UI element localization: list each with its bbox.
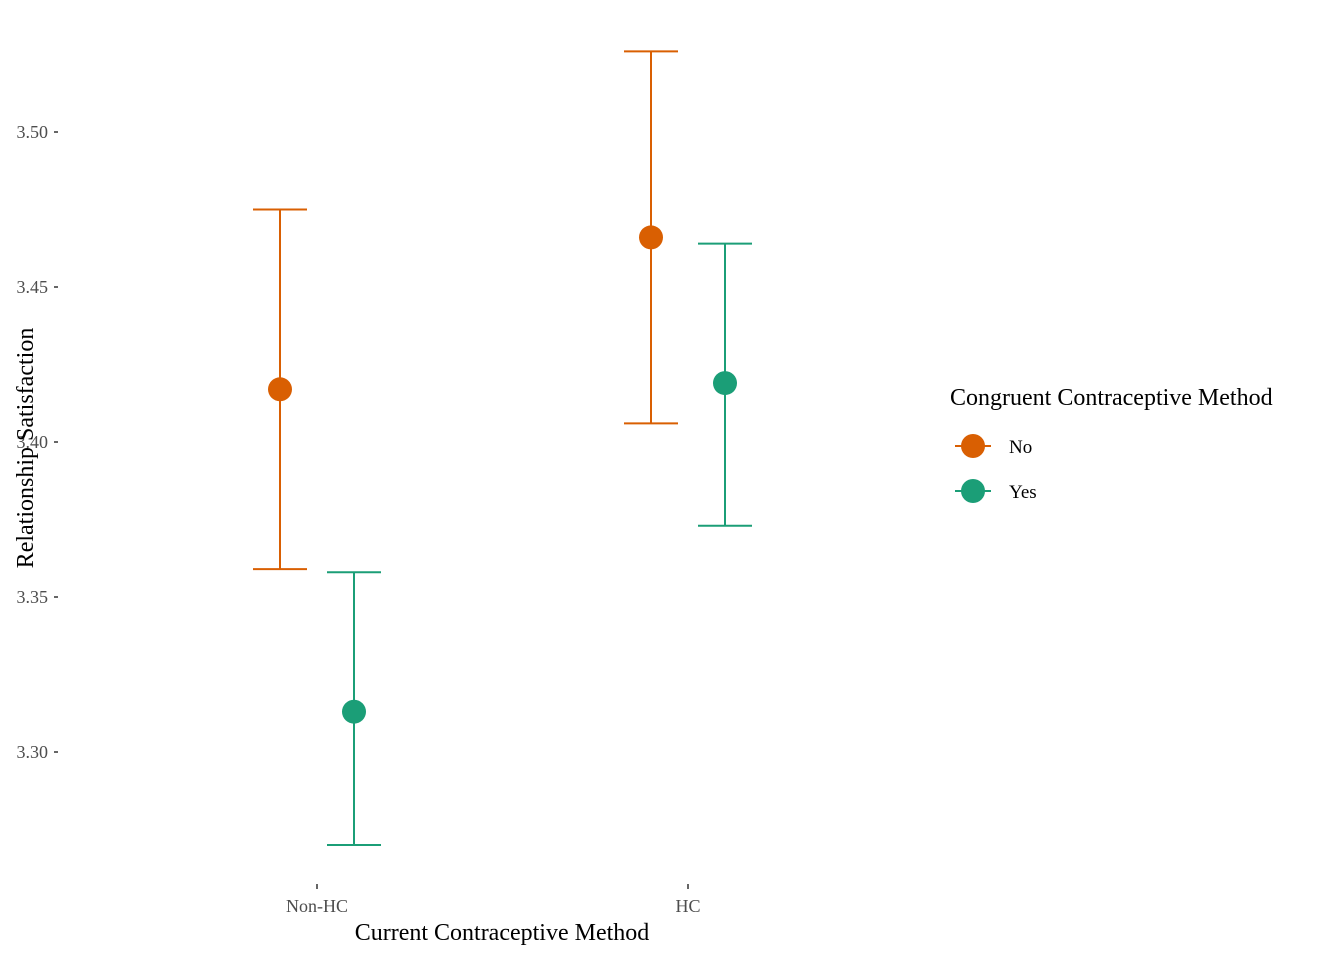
errorbar-yes-0 [327,571,381,846]
x-axis: Non-HC HC [286,884,701,916]
legend-label: Yes [1009,482,1037,503]
errorbar-yes-1 [698,242,752,527]
y-axis: 3.30 3.35 3.40 3.45 3.50 [17,122,58,762]
point-no-1 [639,225,663,250]
legend-key-point [961,479,985,503]
legend-key-yes: Yes [955,479,1037,503]
legend-label: No [1009,437,1032,458]
y-tick-label: 3.35 [17,587,49,607]
legend-key-point [961,434,985,458]
point-yes-0 [342,699,366,724]
y-tick-label: 3.45 [17,277,49,297]
point-yes-1 [713,371,737,396]
y-axis-title: Relationship Satisfaction [13,328,39,569]
errorbar-no-0 [253,208,307,571]
errorbar-no-1 [624,50,678,425]
legend-title: Congruent Contraceptive Method [950,385,1273,411]
y-tick-label: 3.40 [17,432,49,452]
y-tick-label: 3.50 [17,122,49,142]
plot-marks [253,50,752,846]
x-axis-title: Current Contraceptive Method [355,920,650,946]
x-tick-label: Non-HC [286,896,348,916]
legend: Congruent Contraceptive Method No Yes [950,385,1273,503]
point-no-0 [268,377,292,402]
y-tick-label: 3.30 [17,742,49,762]
x-tick-label: HC [675,896,700,916]
legend-key-no: No [955,434,1032,458]
